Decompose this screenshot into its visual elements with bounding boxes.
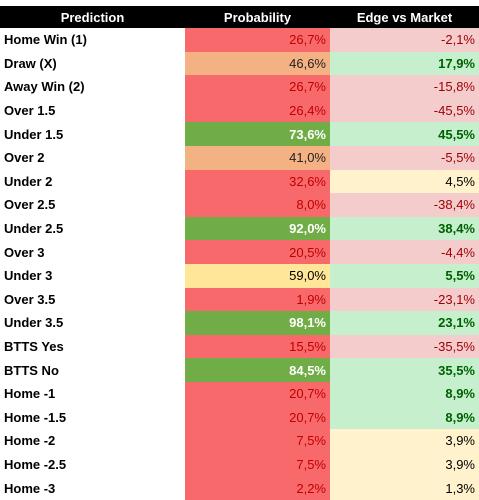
prediction-table: Prediction Probability Edge vs Market Ho… bbox=[0, 6, 479, 500]
table-row: Over 3 20,5% -4,4% bbox=[0, 240, 479, 264]
prediction-cell: Home Win (1) bbox=[4, 32, 87, 48]
edge-cell: 35,5% bbox=[330, 358, 479, 382]
table-row: Under 3.5 98,1% 23,1% bbox=[0, 311, 479, 335]
header-cell: Prediction bbox=[0, 6, 185, 28]
prediction-cell: Under 2 bbox=[4, 173, 53, 189]
table-row: Home Win (1) 26,7% -2,1% bbox=[0, 28, 479, 52]
table-row: Home -2.5 7,5% 3,9% bbox=[0, 452, 479, 477]
probability-cell: 20,7% bbox=[185, 405, 330, 430]
table-row: Draw (X) 46,6% 17,9% bbox=[0, 51, 479, 76]
prediction-cell: Away Win (2) bbox=[4, 79, 85, 95]
prediction-cell: Under 1.5 bbox=[4, 126, 64, 142]
probability-cell: 32,6% bbox=[185, 169, 330, 194]
prediction-cell: Under 3 bbox=[4, 268, 53, 284]
edge-cell: 8,9% bbox=[330, 405, 479, 430]
edge-cell: -35,5% bbox=[330, 334, 479, 359]
probability-cell: 26,7% bbox=[185, 28, 330, 52]
prediction-cell: Home -3 bbox=[4, 480, 56, 496]
table-row: Home -2 7,5% 3,9% bbox=[0, 429, 479, 453]
prediction-cell: Home -1.5 bbox=[4, 409, 67, 425]
prediction-cell: Draw (X) bbox=[4, 55, 57, 71]
prediction-cell: Under 3.5 bbox=[4, 315, 64, 331]
table-row: Away Win (2) 26,7% -15,8% bbox=[0, 75, 479, 99]
edge-cell: 5,5% bbox=[330, 263, 479, 288]
prediction-cell: Over 2 bbox=[4, 150, 45, 166]
table-row: Under 2.5 92,0% 38,4% bbox=[0, 216, 479, 241]
table-row: Over 2.5 8,0% -38,4% bbox=[0, 193, 479, 217]
prediction-cell: Over 2.5 bbox=[4, 197, 56, 213]
edge-cell: -45,5% bbox=[330, 98, 479, 123]
prediction-cell: Over 1.5 bbox=[4, 103, 56, 119]
table-row: Over 2 41,0% -5,5% bbox=[0, 145, 479, 170]
probability-cell: 59,0% bbox=[185, 263, 330, 288]
probability-cell: 8,0% bbox=[185, 193, 330, 217]
edge-cell: 45,5% bbox=[330, 122, 479, 146]
probability-cell: 20,7% bbox=[185, 381, 330, 406]
table-row: Over 3.5 1,9% -23,1% bbox=[0, 287, 479, 312]
edge-cell: -2,1% bbox=[330, 28, 479, 52]
table-body: Home Win (1) 26,7% -2,1% Draw (X) 46,6% 17,9%… bbox=[0, 28, 479, 500]
probability-cell: 26,7% bbox=[185, 75, 330, 99]
edge-cell: 17,9% bbox=[330, 51, 479, 76]
probability-cell: 92,0% bbox=[185, 216, 330, 241]
probability-cell: 1,9% bbox=[185, 287, 330, 312]
prediction-cell: BTTS Yes bbox=[4, 339, 64, 355]
table-row: Over 1.5 26,4% -45,5% bbox=[0, 98, 479, 123]
table-row: Home -3 2,2% 1,3% bbox=[0, 476, 479, 500]
edge-cell: 4,5% bbox=[330, 169, 479, 194]
edge-cell: -15,8% bbox=[330, 75, 479, 99]
edge-cell: 8,9% bbox=[330, 381, 479, 406]
table-row: Under 1.5 73,6% 45,5% bbox=[0, 122, 479, 146]
edge-cell: -5,5% bbox=[330, 145, 479, 170]
probability-cell: 26,4% bbox=[185, 98, 330, 123]
table-row: BTTS No 84,5% 35,5% bbox=[0, 358, 479, 382]
table-row: BTTS Yes 15,5% -35,5% bbox=[0, 334, 479, 359]
probability-cell: 20,5% bbox=[185, 240, 330, 264]
prediction-cell: Under 2.5 bbox=[4, 221, 64, 237]
edge-cell: 23,1% bbox=[330, 311, 479, 335]
probability-cell: 7,5% bbox=[185, 429, 330, 453]
probability-cell: 15,5% bbox=[185, 334, 330, 359]
header-cell: Probability bbox=[185, 6, 330, 28]
prediction-cell: BTTS No bbox=[4, 362, 59, 378]
edge-cell: -23,1% bbox=[330, 287, 479, 312]
probability-cell: 2,2% bbox=[185, 476, 330, 500]
probability-cell: 98,1% bbox=[185, 311, 330, 335]
edge-cell: 38,4% bbox=[330, 216, 479, 241]
probability-cell: 73,6% bbox=[185, 122, 330, 146]
table-row: Home -1.5 20,7% 8,9% bbox=[0, 405, 479, 430]
edge-cell: 3,9% bbox=[330, 429, 479, 453]
table-row: Home -1 20,7% 8,9% bbox=[0, 381, 479, 406]
edge-cell: -4,4% bbox=[330, 240, 479, 264]
probability-cell: 46,6% bbox=[185, 51, 330, 76]
edge-cell: -38,4% bbox=[330, 193, 479, 217]
prediction-cell: Home -1 bbox=[4, 386, 56, 402]
probability-cell: 41,0% bbox=[185, 145, 330, 170]
prediction-cell: Over 3 bbox=[4, 244, 45, 260]
table-row: Under 2 32,6% 4,5% bbox=[0, 169, 479, 194]
edge-cell: 3,9% bbox=[330, 452, 479, 477]
edge-cell: 1,3% bbox=[330, 476, 479, 500]
prediction-cell: Home -2 bbox=[4, 433, 56, 449]
probability-cell: 7,5% bbox=[185, 452, 330, 477]
table-row: Under 3 59,0% 5,5% bbox=[0, 263, 479, 288]
prediction-cell: Over 3.5 bbox=[4, 291, 56, 307]
prediction-cell: Home -2.5 bbox=[4, 456, 67, 472]
header-cell: Edge vs Market bbox=[330, 6, 479, 28]
probability-cell: 84,5% bbox=[185, 358, 330, 382]
header-row: Prediction Probability Edge vs Market bbox=[0, 6, 479, 28]
